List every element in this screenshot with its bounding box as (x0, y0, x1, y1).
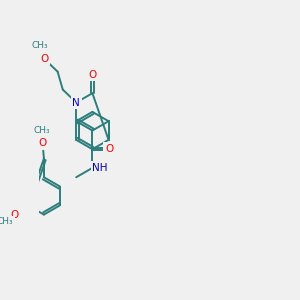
Text: O: O (40, 54, 48, 64)
Text: O: O (105, 144, 113, 154)
Text: N: N (72, 98, 80, 107)
Text: CH₃: CH₃ (32, 41, 49, 50)
Text: CH₃: CH₃ (33, 126, 50, 135)
Text: O: O (11, 210, 19, 220)
Text: O: O (38, 138, 47, 148)
Text: NH: NH (92, 163, 108, 173)
Text: O: O (88, 70, 97, 80)
Text: CH₃: CH₃ (0, 218, 14, 226)
